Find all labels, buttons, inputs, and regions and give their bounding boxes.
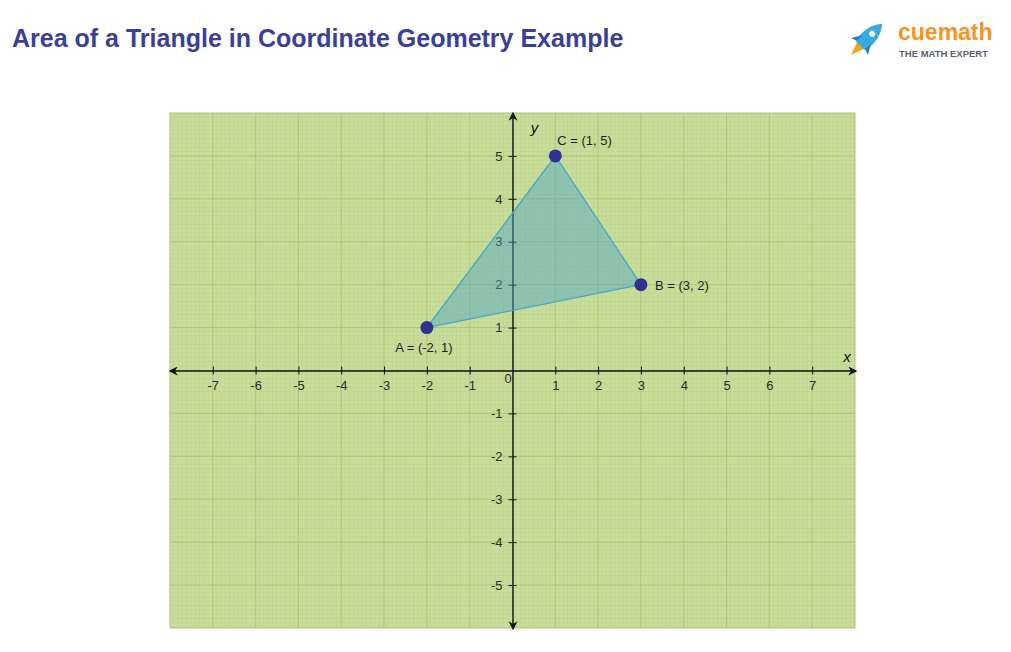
y-tick: 1 (495, 320, 516, 335)
x-tick-mark (384, 367, 385, 375)
x-tick: 1 (552, 367, 559, 393)
y-tick-label: -5 (491, 578, 503, 593)
y-tick-mark (509, 328, 517, 329)
x-tick-label: -3 (379, 378, 391, 393)
y-axis: -5-4-3-2-112345 (491, 114, 517, 629)
y-tick: -1 (491, 406, 517, 421)
x-tick-mark (598, 367, 599, 375)
x-tick-label: 3 (638, 378, 645, 393)
marks (420, 149, 647, 334)
logo: cuemath THE MATH EXPERT (843, 15, 993, 63)
plot-background (170, 113, 855, 628)
y-tick-mark (509, 542, 517, 543)
x-tick-mark (470, 367, 471, 375)
x-tick-label: 0 (504, 371, 511, 386)
x-tick: 2 (595, 367, 602, 393)
y-tick: -2 (491, 449, 517, 464)
x-tick: 7 (809, 367, 816, 393)
vertex-point (549, 149, 562, 162)
x-tick-label: 2 (595, 378, 602, 393)
x-tick-label: -4 (336, 378, 348, 393)
point-label: A = (-2, 1) (395, 340, 452, 355)
y-tick-label: -4 (491, 535, 503, 550)
y-tick-mark (509, 156, 517, 157)
point-labels: A = (-2, 1) B = (3, 2) C = (1, 5) (395, 133, 709, 355)
y-tick-mark (509, 199, 517, 200)
x-tick: 5 (723, 367, 730, 393)
x-tick-label: -2 (422, 378, 434, 393)
x-tick-mark (298, 367, 299, 375)
y-tick-mark (509, 413, 517, 414)
x-tick: -1 (464, 367, 476, 393)
x-tick-label: 1 (552, 378, 559, 393)
logo-body (855, 18, 888, 51)
y-tick: -3 (491, 492, 517, 507)
x-tick-label: -7 (208, 378, 220, 393)
y-tick: -4 (491, 535, 517, 550)
x-tick-label: 6 (766, 378, 773, 393)
y-tick-label: 5 (495, 149, 502, 164)
y-tick-mark (509, 456, 517, 457)
x-tick: -2 (422, 367, 434, 393)
x-tick-mark (812, 367, 813, 375)
y-axis-line (512, 114, 513, 629)
y-tick-label: -2 (491, 449, 503, 464)
x-tick-mark (427, 367, 428, 375)
x-tick: 6 (766, 367, 773, 393)
grid (170, 113, 855, 628)
x-axis-title: x (842, 348, 851, 365)
y-tick-label: -3 (491, 492, 503, 507)
logo-icon (843, 15, 891, 63)
y-tick-mark (509, 499, 517, 500)
point-label: B = (3, 2) (655, 278, 709, 293)
x-tick-label: 7 (809, 378, 816, 393)
triangle (427, 156, 641, 328)
logo-tagline: THE MATH EXPERT (899, 48, 988, 59)
logo-window (868, 30, 876, 38)
x-tick-label: -5 (293, 378, 305, 393)
x-tick: -4 (336, 367, 348, 393)
x-tick-mark (341, 367, 342, 375)
y-tick-mark (509, 585, 517, 586)
x-tick: -3 (379, 367, 391, 393)
title: Area of a Triangle in Coordinate Geometr… (12, 24, 623, 52)
x-tick: 3 (638, 367, 645, 393)
vertex-point (634, 278, 647, 291)
x-tick-label: -1 (464, 378, 476, 393)
x-tick-label: 5 (723, 378, 730, 393)
x-tick-mark (684, 367, 685, 375)
x-tick-mark (769, 367, 770, 375)
vertex-point (420, 321, 433, 334)
y-tick-label: 4 (495, 191, 502, 206)
x-tick: 0 (504, 367, 513, 386)
x-tick-label: -6 (250, 378, 262, 393)
chart: Area of a Triangle in Coordinate Geometr… (0, 0, 1011, 652)
x-tick-mark (727, 367, 728, 375)
x-tick-mark (641, 367, 642, 375)
logo-name: cuemath (898, 19, 993, 45)
y-tick-label: -1 (491, 406, 503, 421)
y-tick: 4 (495, 191, 516, 206)
x-tick-mark (213, 367, 214, 375)
y-tick-label: 1 (495, 320, 502, 335)
y-tick: 5 (495, 149, 516, 164)
x-tick-label: 4 (681, 378, 688, 393)
point-label: C = (1, 5) (557, 133, 612, 148)
x-tick: -7 (208, 367, 220, 393)
y-axis-title: y (530, 119, 540, 136)
x-tick: -6 (250, 367, 262, 393)
x-tick: -5 (293, 367, 305, 393)
x-tick-mark (256, 367, 257, 375)
x-tick-mark (555, 367, 556, 375)
x-tick: 4 (681, 367, 688, 393)
y-tick: -5 (491, 578, 517, 593)
